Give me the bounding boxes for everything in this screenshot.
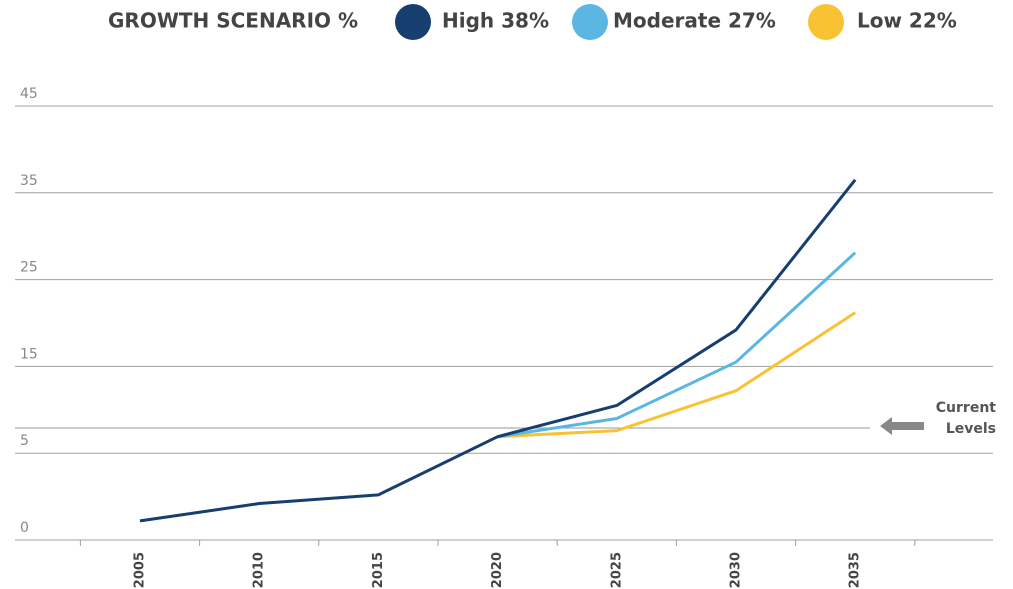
y-tick-label: 0 bbox=[20, 520, 29, 536]
y-tick-label: 5 bbox=[20, 433, 29, 449]
y-tick-label: 35 bbox=[20, 173, 38, 189]
x-tick-label: 2010 bbox=[252, 552, 267, 588]
legend-label: High 38% bbox=[442, 9, 549, 33]
legend-swatch bbox=[572, 4, 608, 40]
x-tick-label: 2005 bbox=[133, 552, 148, 588]
legend-label: Low 22% bbox=[857, 9, 957, 33]
arrow bbox=[880, 417, 924, 435]
legend-title: GROWTH SCENARIO % bbox=[108, 9, 358, 33]
legend-swatch bbox=[395, 4, 431, 40]
y-tick-label: 45 bbox=[20, 86, 38, 102]
series-line bbox=[497, 311, 857, 439]
x-tick-label: 2025 bbox=[609, 552, 624, 588]
legend-label: Moderate 27% bbox=[613, 9, 776, 33]
series-line bbox=[139, 178, 857, 523]
x-tick-label: 2035 bbox=[848, 552, 863, 588]
legend-swatch bbox=[808, 4, 844, 40]
x-tick-label: 2030 bbox=[729, 552, 744, 588]
y-tick-label: 15 bbox=[20, 346, 38, 362]
x-tick-label: 2020 bbox=[490, 552, 505, 588]
reference-label: Current Levels bbox=[935, 400, 996, 437]
y-tick-label: 25 bbox=[20, 260, 38, 276]
series-line bbox=[497, 251, 857, 439]
x-tick-label: 2015 bbox=[371, 552, 386, 588]
